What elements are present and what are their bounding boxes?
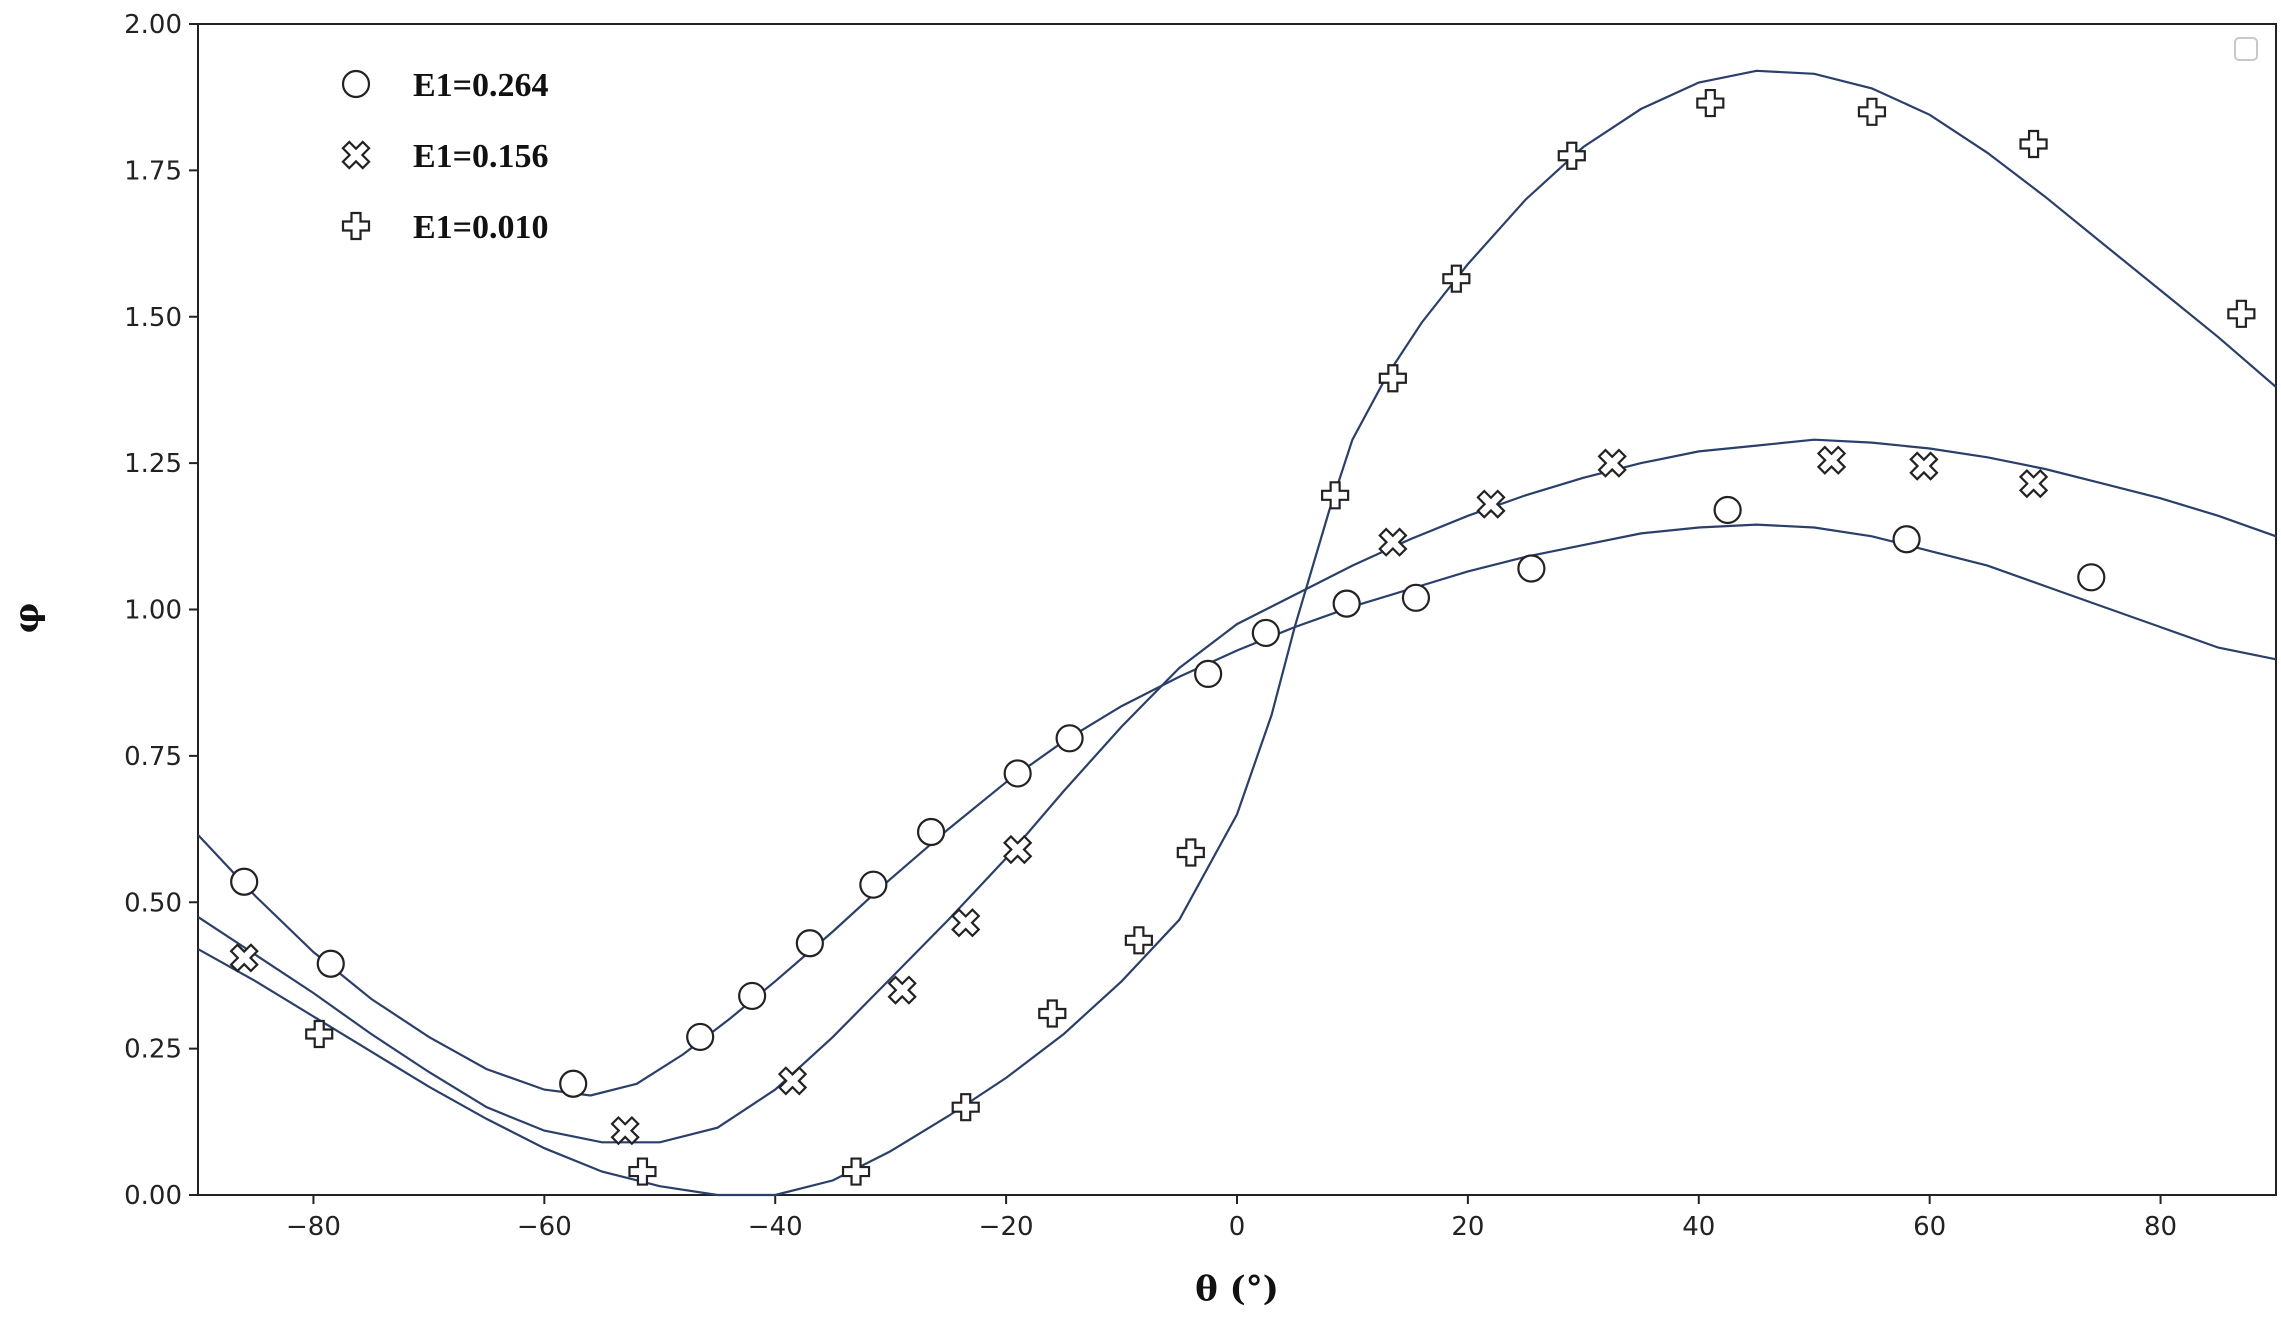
data-point-plus (1124, 926, 1153, 955)
y-tick-label: 0.00 (124, 1181, 182, 1211)
x-tick-label: −40 (748, 1212, 803, 1242)
y-tick-label: 0.25 (124, 1035, 182, 1065)
data-point-circle (559, 1069, 588, 1098)
data-point-plus (1378, 364, 1407, 393)
data-point-x-cross (1003, 834, 1033, 865)
fit-curve-line (197, 438, 2277, 1144)
x-tick-label: −80 (286, 1212, 341, 1242)
data-point-circle (1892, 525, 1921, 554)
y-tick-label: 0.75 (124, 742, 182, 772)
data-point-circle (1194, 659, 1223, 689)
plot-area (197, 23, 2277, 1196)
x-tick-label: 20 (1451, 1212, 1484, 1242)
data-point-circle (738, 981, 767, 1011)
y-axis-title: φ (7, 603, 47, 634)
legend: E1=0.264 E1=0.156 E1=0.010 (341, 67, 549, 246)
data-point-plus (1696, 88, 1725, 118)
data-point-x-cross (777, 1066, 808, 1096)
x-tick-label: 40 (1682, 1212, 1715, 1242)
y-tick-label: 1.00 (124, 596, 182, 626)
data-point-plus (305, 1019, 334, 1049)
x-axis: −80 −60 −40 −20 0 20 40 60 80 (286, 1195, 2177, 1242)
x-tick-label: 60 (1913, 1212, 1946, 1242)
data-points (229, 88, 2256, 1186)
data-point-circle (230, 867, 259, 896)
data-point-circle (795, 929, 824, 958)
legend-marker-plus (341, 211, 371, 241)
data-point-circle (2077, 563, 2106, 592)
data-point-plus (1176, 838, 1205, 867)
data-point-circle (1401, 583, 1431, 612)
fit-curve-line (197, 69, 2277, 1197)
data-point-circle (1251, 618, 1280, 648)
y-tick-label: 1.25 (124, 449, 182, 479)
data-point-x-cross (2018, 468, 2049, 499)
legend-label: E1=0.010 (413, 209, 549, 246)
data-point-circle (1003, 759, 1032, 788)
data-point-circle (916, 817, 946, 847)
legend-marker-circle (341, 69, 371, 99)
legend-marker-x-cross (341, 140, 371, 170)
legend-label: E1=0.264 (413, 67, 549, 104)
legend-label: E1=0.156 (413, 138, 549, 175)
data-point-circle (316, 949, 345, 978)
data-point-x-cross (1816, 445, 1847, 475)
y-tick-label: 2.00 (124, 10, 182, 40)
x-axis-title: θ (°) (1195, 1269, 1279, 1309)
data-point-circle (1332, 589, 1361, 618)
data-point-circle (1713, 495, 1742, 525)
data-point-circle (1055, 724, 1084, 753)
data-point-plus (841, 1157, 871, 1186)
data-point-plus (1442, 264, 1471, 293)
data-point-plus (951, 1093, 980, 1122)
data-point-x-cross (951, 908, 981, 938)
x-tick-label: 80 (2144, 1212, 2177, 1242)
data-point-plus (1857, 97, 1887, 126)
y-tick-label: 1.75 (124, 156, 182, 186)
y-tick-label: 0.50 (124, 888, 182, 918)
data-point-plus (2019, 129, 2048, 159)
data-point-plus (1038, 999, 1067, 1028)
data-point-plus (1321, 481, 1350, 510)
data-point-plus (2227, 299, 2256, 328)
data-point-plus (1557, 141, 1586, 170)
data-point-x-cross (610, 1115, 640, 1146)
legend-toggle-box[interactable] (2234, 37, 2258, 61)
data-point-x-cross (1476, 489, 1506, 519)
data-point-x-cross (1597, 448, 1627, 478)
x-tick-label: −20 (979, 1212, 1034, 1242)
data-point-x-cross (887, 975, 917, 1005)
data-point-circle (1517, 554, 1546, 583)
data-point-x-cross (229, 943, 259, 973)
data-point-circle (859, 870, 888, 899)
y-axis: 0.00 0.25 0.50 0.75 1.00 1.25 1.50 1.75 2.00 (124, 10, 198, 1211)
data-point-x-cross (1378, 527, 1408, 557)
data-point-circle (686, 1022, 715, 1052)
x-tick-label: 0 (1229, 1212, 1246, 1242)
x-tick-label: −60 (517, 1212, 572, 1242)
y-tick-label: 1.50 (124, 303, 182, 333)
data-point-plus (628, 1157, 657, 1186)
data-point-x-cross (1909, 451, 1939, 481)
